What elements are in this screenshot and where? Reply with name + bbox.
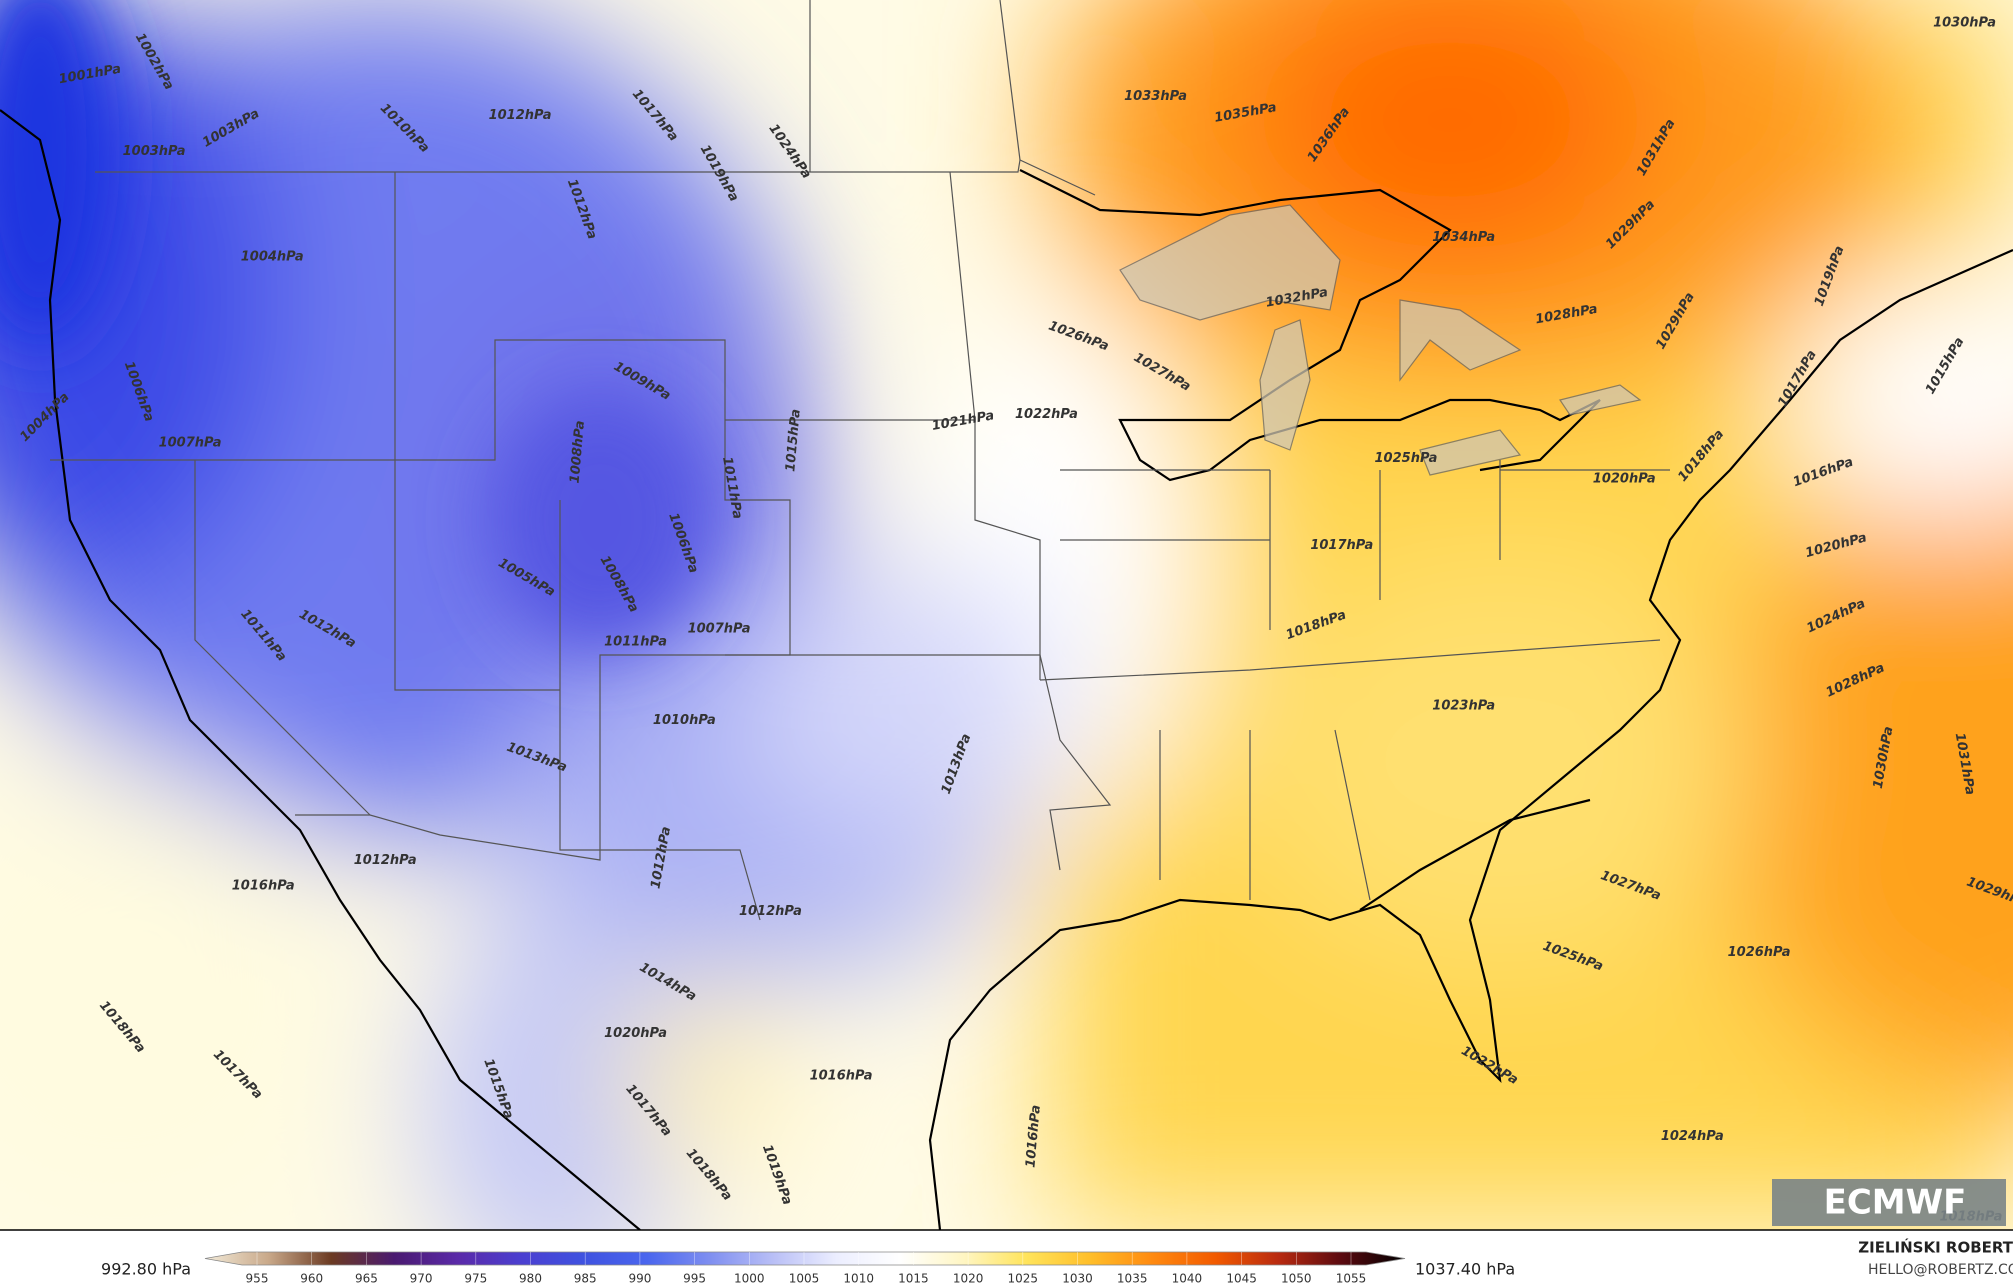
colorbar-strip xyxy=(204,1251,1406,1266)
colorbar-tick-label: 1000 xyxy=(734,1272,765,1286)
colorbar-tick-label: 1030 xyxy=(1062,1272,1093,1286)
colorbar-tick-label: 955 xyxy=(246,1272,269,1286)
isobar-label: 1016hPa xyxy=(1023,1104,1043,1168)
colorbar-tick-label: 1055 xyxy=(1336,1272,1367,1286)
isobar-label: 1034hPa xyxy=(1432,230,1495,245)
isobar-label: 1011hPa xyxy=(604,635,667,650)
isobar-label: 1007hPa xyxy=(688,622,751,637)
colorbar-tick-label: 1015 xyxy=(898,1272,929,1286)
isobar-label: 1025hPa xyxy=(1375,451,1438,466)
isobar-label: 1016hPa xyxy=(232,878,295,893)
isobar-label: 1008hPa xyxy=(568,420,588,484)
email: HELLO@ROBERTZ.CO xyxy=(1868,1262,2013,1278)
colorbar: 955 960 965 970 975 980 985 990 995 1000 1005 1010 1… xyxy=(204,1251,1406,1286)
max-label: 1037.40 hPa xyxy=(1415,1260,1515,1279)
isobar-label: 1020hPa xyxy=(1593,471,1656,486)
colorbar-tick-label: 965 xyxy=(355,1272,378,1286)
ecmwf-logo: ECMWF xyxy=(1772,1179,2006,1226)
logo-text: ECMWF xyxy=(1824,1183,1967,1223)
isobar-label: 1015hPa xyxy=(783,408,803,472)
colorbar-tick-label: 990 xyxy=(628,1272,651,1286)
colorbar-tick-label: 980 xyxy=(519,1272,542,1286)
colorbar-tick-label: 985 xyxy=(574,1272,597,1286)
author: ZIELIŃSKI ROBERT xyxy=(1858,1238,2013,1257)
colorbar-tick-label: 1050 xyxy=(1281,1272,1312,1286)
isobar-label: 1020hPa xyxy=(604,1026,667,1041)
logo-box xyxy=(1772,1179,2006,1226)
isobar-label: 1004hPa xyxy=(241,249,304,264)
borders xyxy=(50,0,1670,921)
isobar-label: 1024hPa xyxy=(1661,1129,1724,1144)
colorbar-tick-label: 1010 xyxy=(843,1272,874,1286)
isobar-label: 1033hPa xyxy=(1124,89,1187,104)
isobar-label: 1022hPa xyxy=(1015,407,1078,422)
isobar-label: 1012hPa xyxy=(489,108,552,123)
isobar-label: 1012hPa xyxy=(354,853,417,868)
isobar-label: 1003hPa xyxy=(123,144,186,159)
isobar-label: 1026hPa xyxy=(1728,945,1791,960)
coastlines xyxy=(0,109,2013,1230)
colorbar-tick-label: 960 xyxy=(300,1272,323,1286)
colorbar-tick-label: 1025 xyxy=(1008,1272,1039,1286)
great-lakes xyxy=(1119,204,1642,476)
colorbar-tick-label: 1045 xyxy=(1226,1272,1257,1286)
min-label: 992.80 hPa xyxy=(101,1260,191,1279)
isobar-label: 1012hPa xyxy=(739,904,802,919)
colorbar-tick-label: 1040 xyxy=(1172,1272,1203,1286)
colorbar-tick-label: 1035 xyxy=(1117,1272,1148,1286)
isobar-label: 1010hPa xyxy=(653,713,716,728)
colorbar-tick-label: 1005 xyxy=(789,1272,820,1286)
colorbar-tick-label: 970 xyxy=(410,1272,433,1286)
isobar-label: 1007hPa xyxy=(159,435,222,450)
colorbar-tick-label: 975 xyxy=(464,1272,487,1286)
isobar-label: 1030hPa xyxy=(1933,16,1996,31)
isobar-label: 1016hPa xyxy=(810,1068,873,1083)
isobar-label: 1017hPa xyxy=(1310,538,1373,553)
colorbar-tick-label: 995 xyxy=(683,1272,706,1286)
isobar-label: 1023hPa xyxy=(1432,699,1495,714)
colorbar-tick-label: 1020 xyxy=(953,1272,984,1286)
